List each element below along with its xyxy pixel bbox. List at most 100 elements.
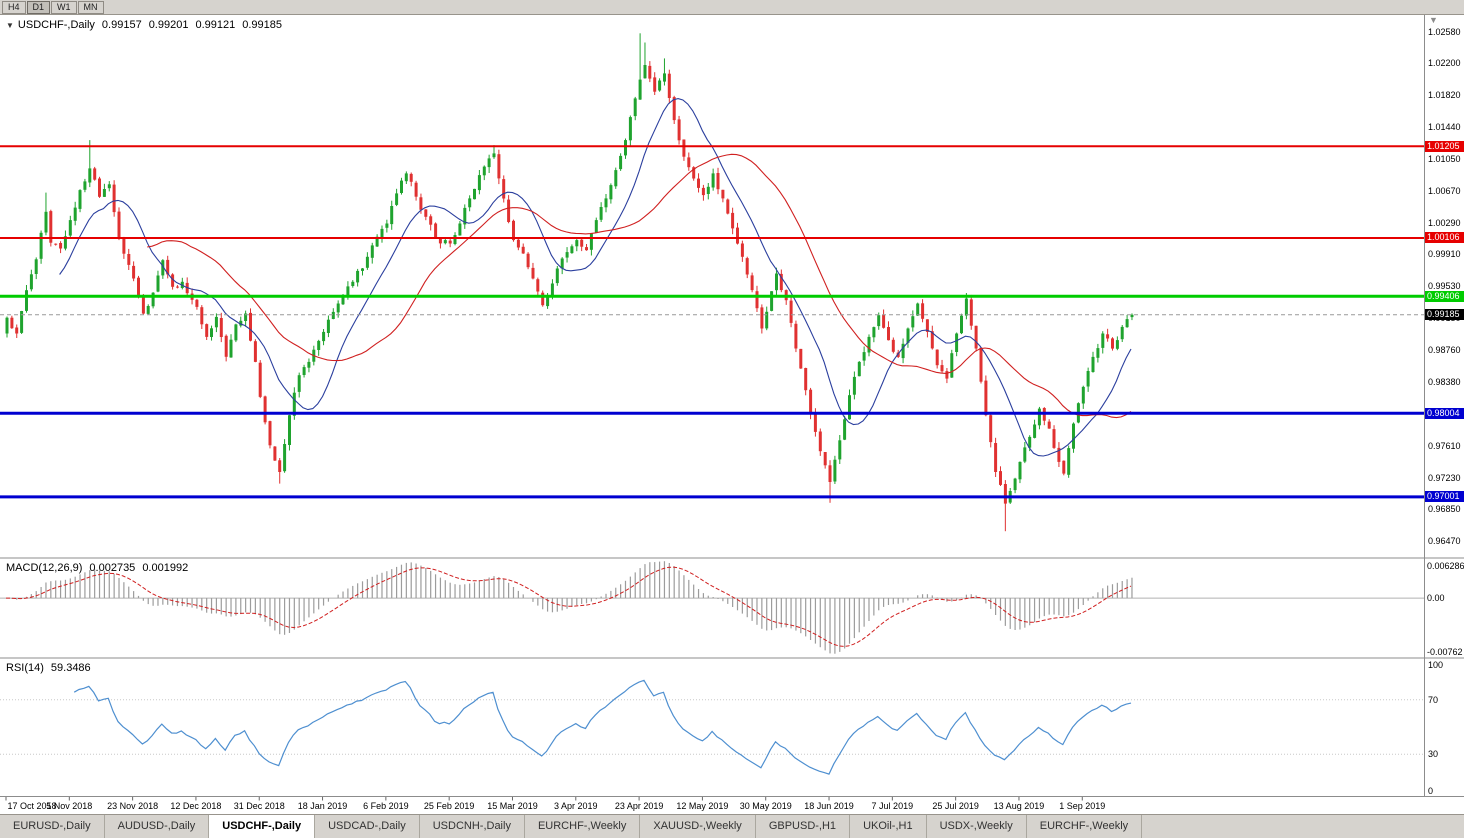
candle-body bbox=[1101, 333, 1105, 348]
candle-body bbox=[49, 211, 53, 243]
candle-body bbox=[794, 323, 798, 349]
candle-body bbox=[852, 376, 856, 395]
candle-body bbox=[93, 168, 97, 180]
candle-body bbox=[594, 220, 598, 233]
candle-body bbox=[137, 277, 140, 297]
chart-tab-0[interactable]: EURUSD-,Daily bbox=[0, 815, 105, 838]
candle-body bbox=[453, 235, 457, 244]
chart-tab-4[interactable]: USDCNH-,Daily bbox=[420, 815, 525, 838]
candle-body bbox=[39, 232, 43, 259]
candle-body bbox=[911, 316, 915, 328]
candle-body bbox=[833, 459, 837, 482]
candle-body bbox=[356, 270, 360, 283]
timeframe-button-h4[interactable]: H4 bbox=[2, 0, 26, 14]
candle-body bbox=[862, 352, 866, 361]
chart-shift-icon[interactable]: ▼ bbox=[1429, 15, 1438, 25]
candle-body bbox=[672, 97, 676, 121]
candle-body bbox=[195, 299, 199, 307]
candle-body bbox=[541, 292, 545, 306]
timeframe-button-w1[interactable]: W1 bbox=[51, 0, 77, 14]
candle-body bbox=[906, 328, 910, 343]
one-click-expander-icon[interactable]: ▼ bbox=[6, 21, 14, 30]
candle-body bbox=[322, 331, 326, 342]
candle-body bbox=[297, 375, 301, 392]
candle-body bbox=[848, 395, 851, 420]
candle-body bbox=[804, 368, 808, 391]
candle-body bbox=[331, 311, 335, 319]
candle-body bbox=[755, 291, 759, 309]
timeframe-button-mn[interactable]: MN bbox=[77, 0, 104, 14]
price-axis[interactable] bbox=[1425, 15, 1464, 797]
candle-body bbox=[263, 396, 267, 423]
candle-body bbox=[88, 168, 92, 183]
candle-body bbox=[166, 259, 170, 275]
candle-body bbox=[891, 339, 895, 352]
candle-body bbox=[765, 311, 769, 329]
candle-body bbox=[930, 331, 934, 349]
time-axis[interactable] bbox=[0, 797, 1424, 814]
chart-tab-1[interactable]: AUDUSD-,Daily bbox=[105, 815, 210, 838]
candle-body bbox=[156, 275, 160, 292]
candle-body bbox=[857, 361, 861, 377]
candle-body bbox=[526, 253, 530, 268]
chart-tab-3[interactable]: USDCAD-,Daily bbox=[315, 815, 420, 838]
chart-tab-6[interactable]: XAUUSD-,Weekly bbox=[640, 815, 756, 838]
candle-body bbox=[648, 65, 652, 79]
candle-body bbox=[429, 216, 433, 225]
candle-body bbox=[1028, 436, 1032, 448]
candle-body bbox=[400, 180, 403, 193]
candle-body bbox=[658, 80, 662, 91]
candle-body bbox=[1023, 447, 1027, 462]
candle-body bbox=[317, 340, 321, 350]
candle-body bbox=[974, 325, 978, 349]
candle-body bbox=[823, 452, 827, 466]
candle-body bbox=[497, 154, 501, 179]
candle-body bbox=[107, 184, 111, 189]
chart-surface[interactable] bbox=[0, 0, 1464, 814]
candle-body bbox=[122, 238, 126, 254]
candle-body bbox=[560, 258, 564, 269]
chart-tab-2[interactable]: USDCHF-,Daily bbox=[209, 815, 316, 838]
timeframe-button-d1[interactable]: D1 bbox=[26, 0, 51, 14]
candle-body bbox=[29, 274, 33, 290]
candle-body bbox=[843, 419, 847, 440]
candle-body bbox=[83, 181, 87, 190]
candle-body bbox=[960, 315, 963, 334]
candle-body bbox=[68, 220, 72, 236]
candle-body bbox=[609, 185, 613, 200]
candle-body bbox=[1052, 429, 1056, 448]
candle-body bbox=[677, 119, 681, 141]
candle-body bbox=[716, 173, 720, 190]
candle-body bbox=[770, 291, 774, 311]
chart-tab-5[interactable]: EURCHF-,Weekly bbox=[525, 815, 641, 838]
candle-body bbox=[210, 328, 213, 337]
candle-body bbox=[779, 273, 783, 291]
candle-body bbox=[653, 77, 657, 92]
candle-body bbox=[882, 314, 886, 328]
candle-body bbox=[745, 258, 749, 275]
candle-body bbox=[395, 193, 399, 205]
candle-body bbox=[619, 155, 623, 170]
chart-tabs-bar: EURUSD-,Daily AUDUSD-,Daily USDCHF-,Daily U… bbox=[0, 814, 1464, 838]
candle-body bbox=[760, 307, 764, 329]
chart-tab-10[interactable]: EURCHF-,Weekly bbox=[1027, 815, 1143, 838]
candle-body bbox=[127, 254, 131, 265]
candle-body bbox=[638, 79, 642, 100]
chart-tab-7[interactable]: GBPUSD-,H1 bbox=[756, 815, 851, 838]
chart-tab-8[interactable]: UKOil-,H1 bbox=[850, 815, 927, 838]
candle-body bbox=[448, 240, 452, 244]
candle-body bbox=[409, 173, 413, 182]
candle-body bbox=[565, 252, 569, 258]
candle-body bbox=[200, 307, 204, 325]
candle-body bbox=[546, 297, 550, 307]
candle-body bbox=[502, 179, 506, 199]
candle-body bbox=[1013, 478, 1017, 491]
candle-body bbox=[726, 199, 730, 214]
chart-tab-9[interactable]: USDX-,Weekly bbox=[927, 815, 1027, 838]
candle-body bbox=[984, 380, 988, 416]
candle-body bbox=[214, 316, 218, 328]
candle-body bbox=[507, 199, 511, 222]
candle-body bbox=[1072, 423, 1075, 449]
candle-body bbox=[531, 267, 535, 279]
candle-body bbox=[1081, 386, 1085, 404]
